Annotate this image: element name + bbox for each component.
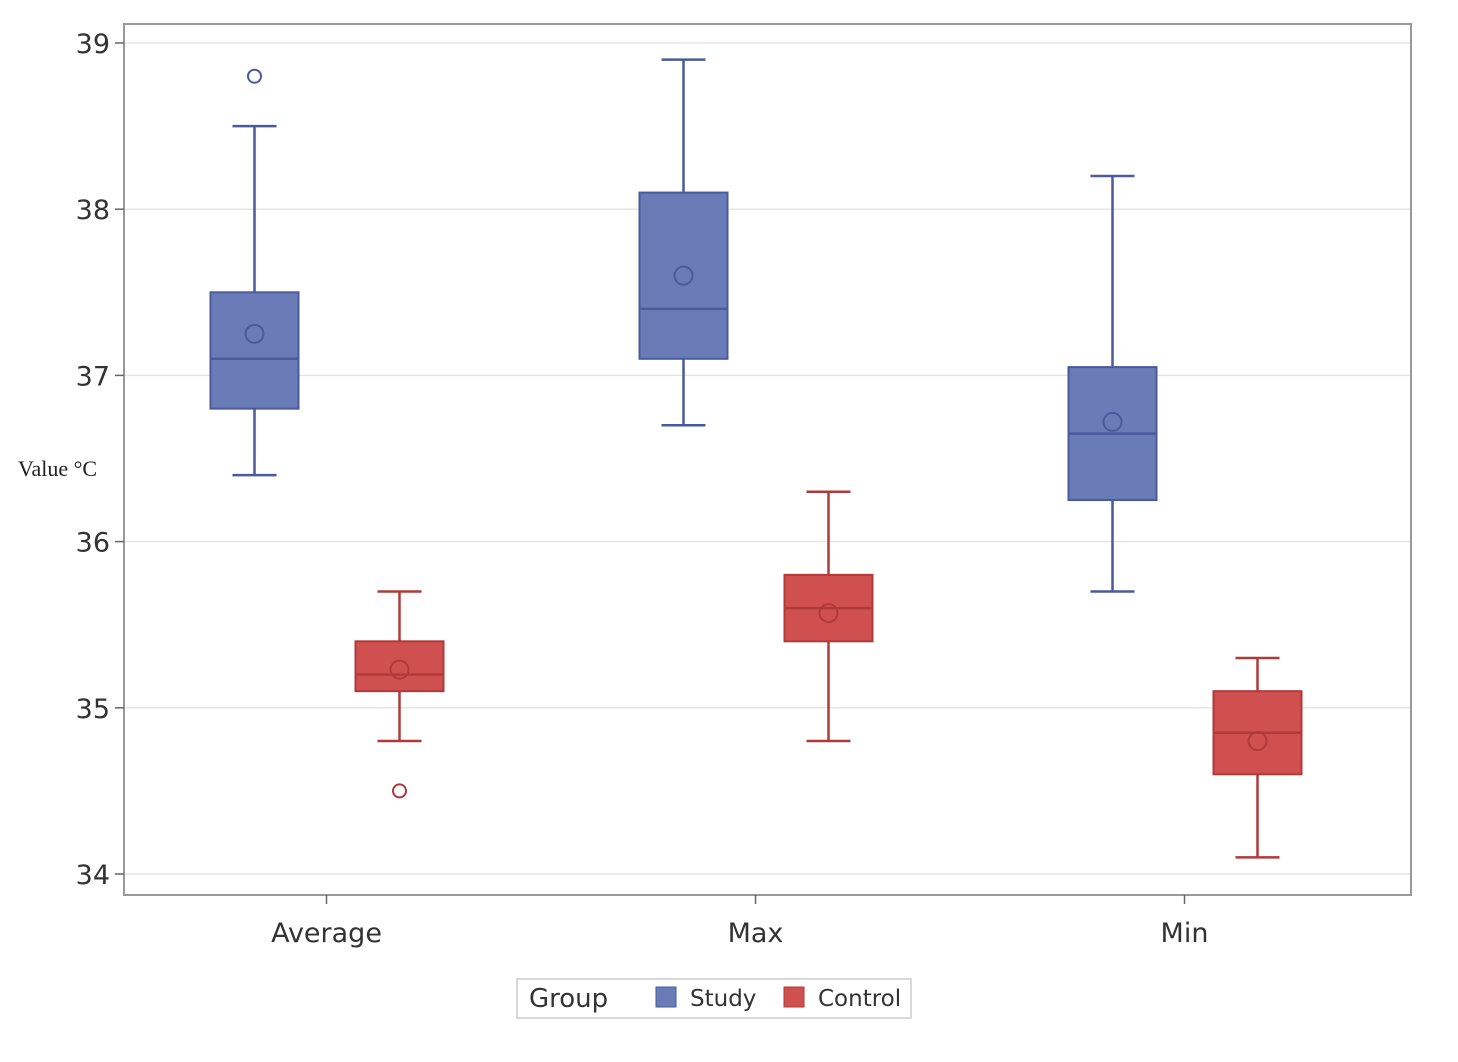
- mean-marker-study-average: [244, 323, 265, 344]
- outlier-point-control-average-0: [392, 783, 407, 799]
- box-iqr-study-average: [209, 291, 300, 410]
- box-group-control-average: [354, 590, 445, 799]
- box-group-study-average: [209, 68, 300, 477]
- legend-label-control: Control: [818, 986, 901, 1012]
- y-tick-label-34: 34: [76, 860, 110, 891]
- y-tick-label-37: 37: [76, 361, 110, 392]
- box-group-control-max: [783, 490, 874, 743]
- mean-marker-control-min: [1247, 731, 1268, 752]
- outlier-point-study-average-0: [247, 68, 262, 84]
- mean-marker-study-min: [1102, 411, 1123, 432]
- box-group-control-min: [1212, 656, 1303, 859]
- x-tick-label-max: Max: [728, 918, 784, 949]
- x-tick-label-min: Min: [1161, 918, 1209, 949]
- y-tick-label-38: 38: [76, 195, 110, 226]
- mean-marker-control-max: [818, 603, 839, 624]
- box-group-study-min: [1067, 174, 1158, 593]
- y-tick-label-39: 39: [76, 29, 110, 60]
- legend-label-study: Study: [690, 986, 756, 1012]
- box-iqr-control-average: [354, 640, 445, 693]
- x-tick-label-average: Average: [271, 918, 382, 949]
- plot-frame: [123, 23, 1412, 896]
- mean-marker-control-average: [389, 659, 410, 680]
- boxes: [209, 58, 1303, 859]
- legend: Group Study Control: [516, 978, 912, 1019]
- mean-marker-study-max: [673, 265, 694, 286]
- box-group-study-max: [638, 58, 729, 427]
- legend-title: Group: [529, 984, 608, 1014]
- y-tick-label-35: 35: [76, 694, 110, 725]
- grid-lines: [125, 42, 1410, 875]
- y-axis-label: Value °C: [18, 456, 97, 481]
- box-iqr-study-max: [638, 191, 729, 360]
- y-axis: 34 35 36 37 38 39: [76, 29, 124, 891]
- x-axis: Average Max Min: [271, 895, 1208, 949]
- legend-frame: [516, 978, 912, 1019]
- legend-swatch-study: [655, 986, 677, 1008]
- legend-swatch-control: [783, 986, 805, 1008]
- y-tick-label-36: 36: [76, 528, 110, 559]
